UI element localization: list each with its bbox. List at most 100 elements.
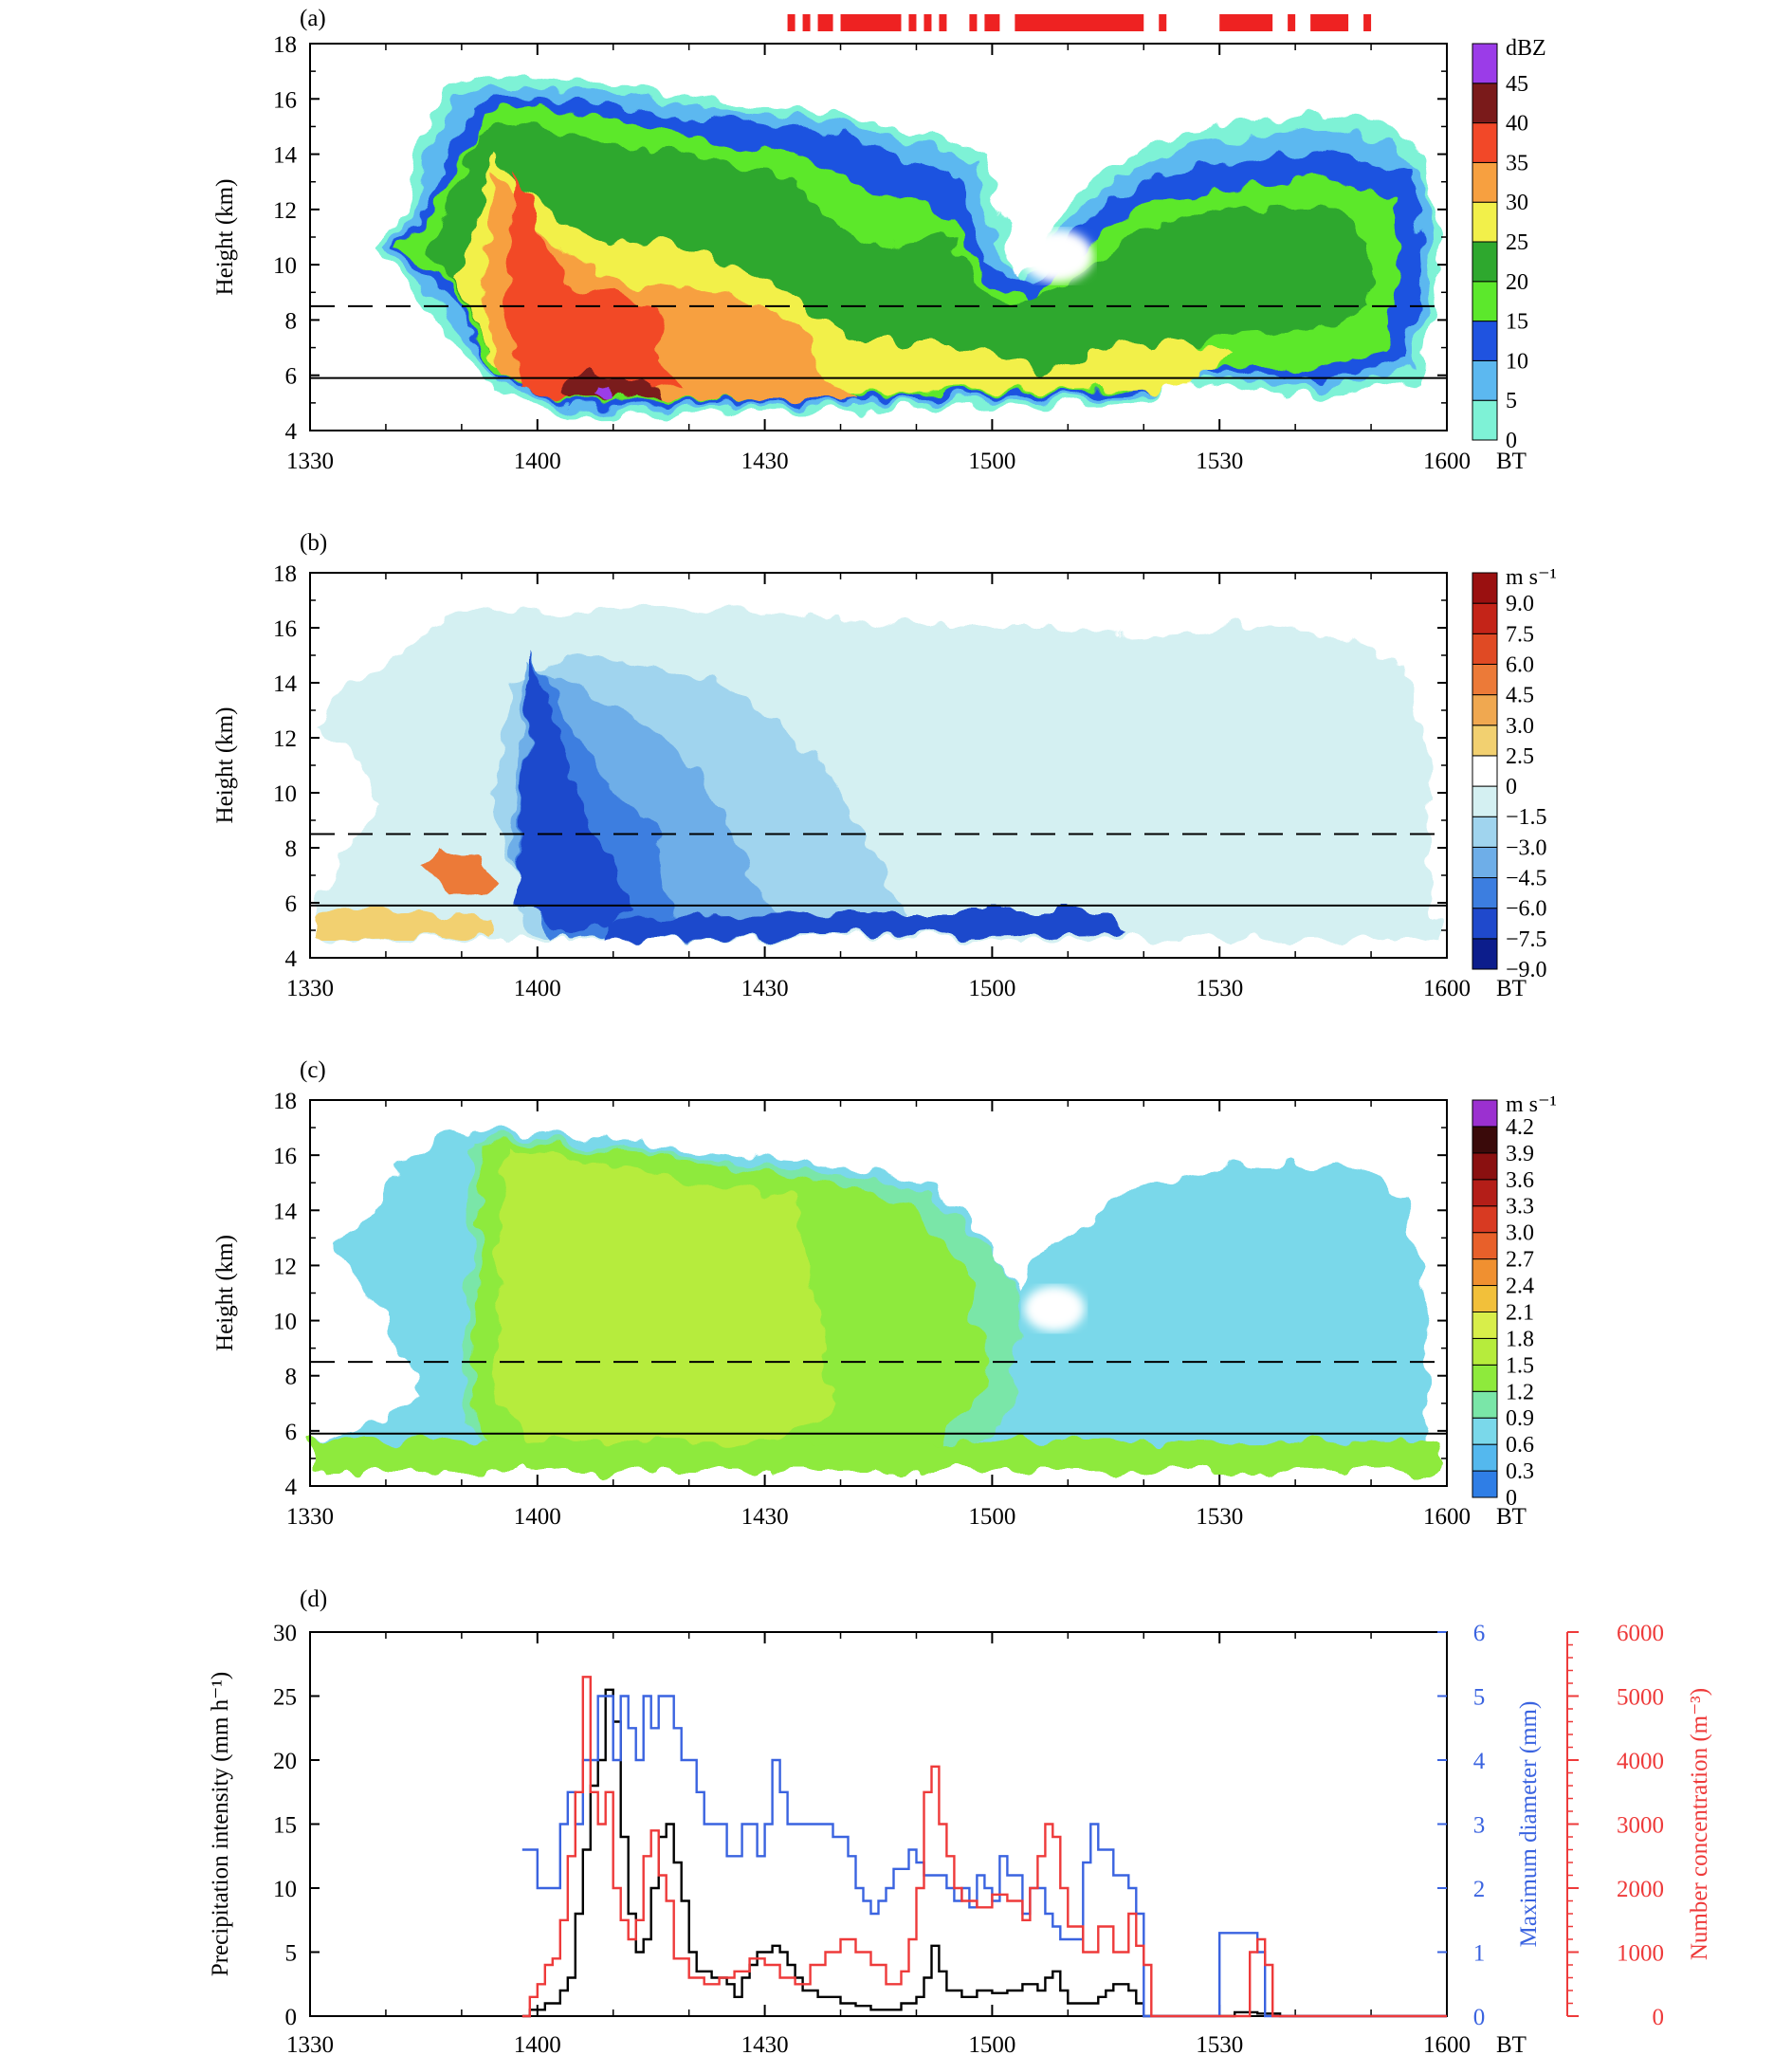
colorbar-level-label: 2.4	[1506, 1275, 1534, 1299]
y-tick-label: 16	[273, 87, 297, 113]
x-tick-label: 1330	[286, 2032, 334, 2055]
left-y-tick-label: 30	[273, 1621, 297, 1646]
colorbar-level-label: −7.5	[1506, 927, 1547, 952]
x-tick-label: 1500	[968, 1504, 1015, 1530]
colorbar-level-label: 0.3	[1506, 1459, 1534, 1484]
colorbar-swatch	[1472, 1390, 1498, 1419]
field-a-45dbz	[588, 387, 614, 400]
colorbar-level-label: 4.2	[1506, 1115, 1534, 1140]
colorbar-level-label: 3.9	[1506, 1142, 1534, 1166]
left-y-tick-label: 20	[273, 1749, 297, 1774]
y-tick-label: 12	[273, 726, 297, 752]
x-tick-label: 1530	[1196, 1504, 1243, 1530]
colorbar-swatch	[1472, 572, 1498, 604]
x-tick-label: 1400	[514, 976, 561, 1001]
precip-bar	[1288, 14, 1296, 31]
colorbar-level-label: 4.5	[1506, 684, 1534, 708]
colorbar-swatch	[1472, 1205, 1498, 1234]
panel-a-precip-bars	[787, 14, 1372, 31]
colorbar-level-label: 2.7	[1506, 1248, 1534, 1273]
colorbar-level-label: 3.0	[1506, 1221, 1534, 1246]
precip-bar	[1310, 14, 1349, 31]
red-y-axis-label: Number concentration (m⁻³)	[1687, 1688, 1712, 1960]
colorbar-level-label: 0.9	[1506, 1406, 1534, 1431]
field-b-lowband	[607, 912, 1128, 939]
colorbar-level-label: −4.5	[1506, 867, 1547, 891]
y-tick-label: 8	[285, 1365, 298, 1390]
panel-b-frame: 4 6 8 10 12 14 16 18 1330 1400 1430 1500 1530 1600 BT H…	[212, 561, 1557, 1001]
panel-c-label: (c)	[300, 1057, 326, 1083]
y-tick-label: 8	[285, 308, 298, 334]
x-tick-label: 1400	[514, 1504, 561, 1530]
series-line-right_red	[521, 1676, 1447, 2018]
colorbar-level-label: 3.0	[1506, 714, 1534, 739]
precip-bar	[984, 14, 1000, 31]
colorbar-level-label: 3.3	[1506, 1195, 1534, 1220]
left-y-tick-label: 5	[285, 1941, 298, 1967]
colorbar-swatch	[1472, 321, 1498, 361]
y-tick-label: 12	[273, 198, 297, 224]
precip-bar	[923, 14, 932, 31]
field-b-neg7.5	[517, 654, 635, 934]
precip-bar	[908, 14, 917, 31]
y-tick-label: 14	[273, 143, 298, 169]
colorbar-level-label: −6.0	[1506, 897, 1547, 922]
red-y-tick-label: 4000	[1617, 1749, 1664, 1774]
colorbar-swatch	[1472, 908, 1498, 940]
x-tick-label: 1530	[1196, 976, 1243, 1001]
red-y-tick-label: 2000	[1617, 1877, 1664, 1902]
colorbar-swatch	[1472, 399, 1498, 441]
y-axis-label: Height (km)	[212, 1235, 238, 1351]
colorbar-level-label: 1.8	[1506, 1327, 1534, 1351]
x-tick-label: 1600	[1423, 449, 1471, 474]
colorbar-level-label: 3.6	[1506, 1168, 1534, 1193]
colorbar-level-label: 35	[1506, 151, 1528, 175]
field-b-pos	[417, 849, 498, 899]
colorbar-swatch	[1472, 1311, 1498, 1339]
colorbar-level-label: 1.2	[1506, 1380, 1534, 1404]
colorbar-swatch	[1472, 241, 1498, 283]
y-tick-label: 16	[273, 616, 297, 642]
colorbar-swatch	[1472, 633, 1498, 665]
blue-y-axis-label: Maximum diameter (mm)	[1516, 1701, 1542, 1948]
colorbar-swatch	[1472, 725, 1498, 757]
x-tick-label: 1430	[741, 1504, 789, 1530]
x-tick-label: 1600	[1423, 1504, 1471, 1530]
colorbar-level-label: 0	[1506, 429, 1517, 453]
panel-a-label: (a)	[300, 6, 326, 31]
colorbar-swatch	[1472, 1364, 1498, 1392]
colorbar-level-label: 0	[1506, 775, 1517, 799]
x-tick-label: 1600	[1423, 976, 1471, 1001]
panel-b: (b) 4 6 8 10 12 14 16 18 1330 1400 1430 1500 1530 160…	[212, 530, 1557, 1001]
x-tick-label: 1330	[286, 976, 334, 1001]
y-tick-label: 4	[285, 419, 298, 445]
colorbar-swatch	[1472, 785, 1498, 817]
colorbar-swatch	[1472, 161, 1498, 203]
panel-d-label: (d)	[300, 1587, 327, 1612]
field-a-40dbz	[559, 375, 664, 400]
colorbar-level-label: 25	[1506, 230, 1528, 255]
colorbar-swatch	[1472, 877, 1498, 909]
left-y-tick-label: 15	[273, 1813, 297, 1839]
colorbar-swatch	[1472, 755, 1498, 787]
colorbar-swatch	[1472, 938, 1498, 970]
plot-frame	[309, 1631, 1448, 2017]
x-tick-label: 1500	[968, 449, 1015, 474]
red-y-tick-label: 3000	[1617, 1813, 1664, 1839]
x-tick-label: 1500	[968, 976, 1015, 1001]
blue-y-tick-label: 5	[1473, 1685, 1486, 1711]
y-tick-label: 10	[273, 1310, 297, 1335]
y-tick-label: 4	[285, 946, 298, 972]
blue-y-tick-label: 3	[1473, 1813, 1486, 1839]
precip-bar	[1363, 14, 1372, 31]
field-c-lowband	[313, 1440, 1441, 1470]
colorbar-unit-label: m s⁻¹	[1506, 1092, 1557, 1117]
colorbar-swatch	[1472, 201, 1498, 243]
blue-y-tick-label: 6	[1473, 1621, 1486, 1646]
blue-y-tick-label: 0	[1473, 2005, 1486, 2030]
y-tick-label: 12	[273, 1254, 297, 1279]
